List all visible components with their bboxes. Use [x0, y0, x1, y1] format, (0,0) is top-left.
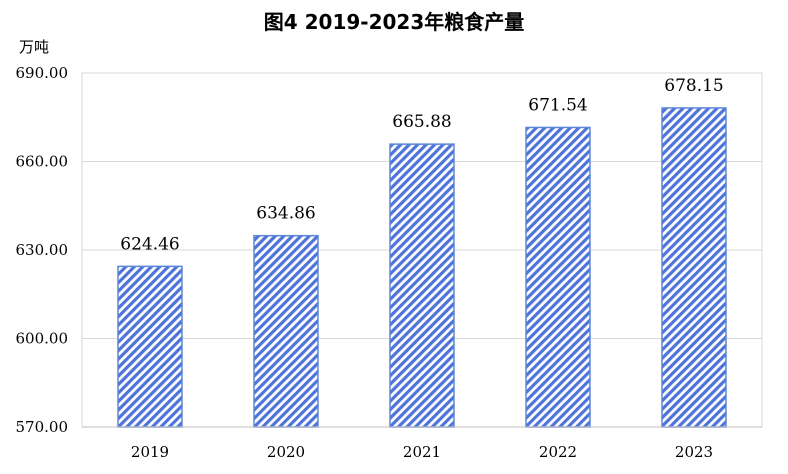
chart-title: 图4 2019-2023年粮食产量 — [264, 10, 525, 34]
x-tick-label: 2023 — [675, 443, 713, 461]
data-label-2020: 634.86 — [256, 204, 315, 224]
y-tick-label: 570.00 — [16, 418, 69, 436]
bars — [117, 107, 727, 428]
bar-2020 — [253, 234, 319, 428]
y-tick-label: 690.00 — [16, 64, 69, 82]
x-tick-label: 2021 — [403, 443, 441, 461]
data-label-2021: 665.88 — [392, 112, 451, 132]
y-tick-label: 630.00 — [16, 241, 69, 259]
data-label-2019: 624.46 — [120, 234, 179, 254]
x-tick-label: 2022 — [539, 443, 577, 461]
x-tick-label: 2020 — [267, 443, 305, 461]
bar-2023 — [661, 107, 727, 428]
bar-2021 — [389, 143, 455, 428]
data-label-2023: 678.15 — [664, 76, 723, 96]
data-label-2022: 671.54 — [528, 95, 587, 115]
x-axis-tick-labels: 2019 2020 2021 2022 2023 — [131, 443, 713, 461]
y-axis-tick-labels: 570.00 600.00 630.00 660.00 690.00 — [16, 64, 69, 436]
y-tick-label: 660.00 — [16, 153, 69, 171]
data-labels: 624.46 634.86 665.88 671.54 678.15 — [120, 76, 723, 254]
bar-2019 — [117, 265, 183, 428]
bar-2022 — [525, 126, 591, 428]
y-tick-label: 600.00 — [16, 330, 69, 348]
y-axis-unit-label: 万吨 — [19, 38, 49, 56]
x-tick-label: 2019 — [131, 443, 169, 461]
